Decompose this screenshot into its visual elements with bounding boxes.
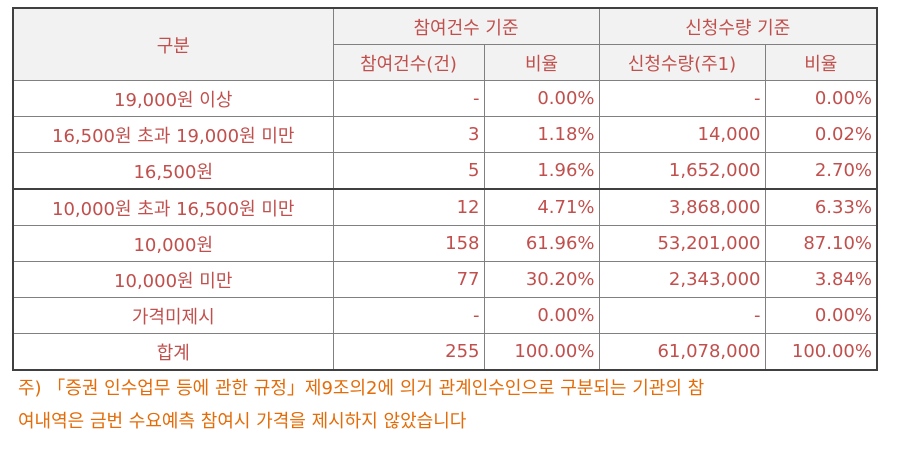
row-qty-ratio: 0.02%	[764, 116, 878, 153]
header-count: 참여건수(건)	[332, 44, 485, 81]
total-count: 255	[332, 333, 485, 371]
row-qty: 53,201,000	[598, 225, 766, 262]
total-count-ratio: 100.00%	[483, 333, 600, 371]
row-qty-ratio: 87.10%	[764, 225, 878, 262]
table-row: 10,000원 초과 16,500원 미만 12 4.71% 3,868,000…	[12, 188, 878, 226]
row-count-ratio: 0.00%	[483, 80, 600, 117]
row-qty-ratio: 6.33%	[764, 188, 878, 226]
table-row: 10,000원 미만 77 30.20% 2,343,000 3.84%	[12, 261, 878, 298]
row-label: 16,500원 초과 19,000원 미만	[12, 116, 334, 153]
row-count: -	[332, 80, 485, 117]
header-group-count: 참여건수 기준	[332, 7, 600, 45]
row-label: 10,000원 미만	[12, 261, 334, 298]
total-label: 합계	[12, 333, 334, 371]
demand-forecast-table: 구분 참여건수 기준 신청수량 기준 참여건수(건) 비율 신청수량(주1) 비…	[12, 7, 878, 371]
row-qty-ratio: 2.70%	[764, 152, 878, 190]
row-count-ratio: 0.00%	[483, 297, 600, 334]
header-qty: 신청수량(주1)	[598, 44, 766, 81]
total-qty-ratio: 100.00%	[764, 333, 878, 371]
footnote-line-1: 주) 「증권 인수업무 등에 관한 규정」제9조의2에 의거 관계인수인으로 구…	[18, 378, 705, 399]
row-qty-ratio: 0.00%	[764, 297, 878, 334]
table-row: 19,000원 이상 - 0.00% - 0.00%	[12, 80, 878, 117]
row-qty: 14,000	[598, 116, 766, 153]
row-count-ratio: 61.96%	[483, 225, 600, 262]
row-count-ratio: 1.18%	[483, 116, 600, 153]
footnote: 주) 「증권 인수업무 등에 관한 규정」제9조의2에 의거 관계인수인으로 구…	[18, 372, 888, 438]
footnote-line-2: 여내역은 금번 수요예측 참여시 가격을 제시하지 않았습니다	[18, 411, 467, 432]
header-category: 구분	[12, 7, 334, 81]
row-qty: 2,343,000	[598, 261, 766, 298]
row-qty: 1,652,000	[598, 152, 766, 190]
row-qty: -	[598, 297, 766, 334]
row-qty: 3,868,000	[598, 188, 766, 226]
row-count: -	[332, 297, 485, 334]
row-count-ratio: 1.96%	[483, 152, 600, 190]
row-count-ratio: 4.71%	[483, 188, 600, 226]
total-row: 합계 255 100.00% 61,078,000 100.00%	[12, 333, 878, 371]
header-qty-ratio: 비율	[764, 44, 878, 81]
row-count: 5	[332, 152, 485, 190]
table-row: 10,000원 158 61.96% 53,201,000 87.10%	[12, 225, 878, 262]
row-label: 16,500원	[12, 152, 334, 190]
total-qty: 61,078,000	[598, 333, 766, 371]
table-row: 가격미제시 - 0.00% - 0.00%	[12, 297, 878, 334]
row-qty-ratio: 0.00%	[764, 80, 878, 117]
row-count: 12	[332, 188, 485, 226]
table-row: 16,500원 초과 19,000원 미만 3 1.18% 14,000 0.0…	[12, 116, 878, 153]
row-label: 가격미제시	[12, 297, 334, 334]
row-label: 10,000원 초과 16,500원 미만	[12, 188, 334, 226]
row-qty-ratio: 3.84%	[764, 261, 878, 298]
table-row: 16,500원 5 1.96% 1,652,000 2.70%	[12, 152, 878, 190]
row-qty: -	[598, 80, 766, 117]
row-label: 19,000원 이상	[12, 80, 334, 117]
header-group-qty: 신청수량 기준	[598, 7, 878, 45]
header-count-ratio: 비율	[483, 44, 600, 81]
row-count: 158	[332, 225, 485, 262]
row-count: 3	[332, 116, 485, 153]
row-count: 77	[332, 261, 485, 298]
row-count-ratio: 30.20%	[483, 261, 600, 298]
row-label: 10,000원	[12, 225, 334, 262]
